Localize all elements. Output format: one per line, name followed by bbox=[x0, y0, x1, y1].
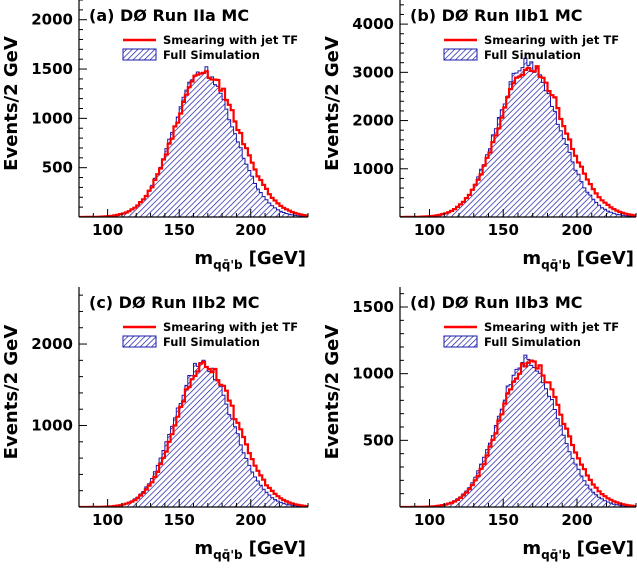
x-tick-label: 150 bbox=[488, 511, 519, 529]
x-tick-label: 200 bbox=[561, 221, 592, 239]
smearing-histogram-line bbox=[400, 359, 636, 507]
y-tick-label: 1500 bbox=[31, 60, 73, 78]
full-simulation-histogram-fill bbox=[79, 66, 308, 217]
y-tick-label: 2000 bbox=[31, 11, 73, 29]
y-tick-label: 1000 bbox=[352, 160, 394, 178]
x-tick-label: 150 bbox=[164, 511, 195, 529]
x-tick-label: 200 bbox=[235, 221, 266, 239]
panel-d: 100 150 200 500 1000 1500 Events/2 GeV mqq̄'b [G… bbox=[322, 287, 637, 562]
x-axis-title: mqq̄'b [GeV] bbox=[194, 248, 306, 272]
x-axis-title: mqq̄'b [GeV] bbox=[522, 538, 634, 562]
legend-fullsim-label: Full Simulation bbox=[484, 48, 581, 62]
x-tick-label: 100 bbox=[414, 221, 445, 239]
legend-fullsim-swatch bbox=[122, 335, 157, 348]
legend-fullsim-swatch bbox=[122, 48, 157, 61]
panel-label: (b) DØ Run IIb1 MC bbox=[410, 6, 583, 25]
legend-fullsim-swatch bbox=[443, 48, 478, 61]
panel-label: (a) DØ Run IIa MC bbox=[89, 6, 249, 25]
y-tick-label: 1000 bbox=[31, 109, 73, 127]
y-tick-label: 4000 bbox=[352, 15, 394, 33]
y-tick-label: 2000 bbox=[352, 112, 394, 130]
y-tick-label: 1000 bbox=[352, 365, 394, 383]
x-tick-label: 200 bbox=[561, 511, 592, 529]
x-tick-label: 100 bbox=[414, 511, 445, 529]
legend-fullsim-label: Full Simulation bbox=[484, 335, 581, 349]
y-axis-title: Events/2 GeV bbox=[1, 325, 22, 460]
y-tick-label: 500 bbox=[42, 159, 73, 177]
full-simulation-histogram-fill bbox=[79, 360, 308, 507]
panel-label: (d) DØ Run IIb3 MC bbox=[410, 293, 583, 312]
x-tick-label: 200 bbox=[235, 511, 266, 529]
legend-smearing-label: Smearing with jet TF bbox=[484, 320, 619, 334]
panel-c: 100 150 200 1000 2000 Events/2 GeV mqq̄'b [GeV]… bbox=[1, 287, 309, 562]
panel-label: (c) DØ Run IIb2 MC bbox=[89, 293, 260, 312]
y-axis-title: Events/2 GeV bbox=[1, 36, 22, 171]
plot-area bbox=[79, 359, 308, 507]
panel-b: 100 150 200 1000 2000 3000 4000 Events/2 GeV mqq… bbox=[322, 0, 637, 272]
x-axis-title: mqq̄'b [GeV] bbox=[522, 248, 634, 272]
panel-a: 100 150 200 500 1000 1500 2000 Events/2 GeV mqq̄… bbox=[1, 0, 309, 272]
legend-smearing-label: Smearing with jet TF bbox=[163, 320, 298, 334]
legend-smearing-label: Smearing with jet TF bbox=[484, 33, 619, 47]
y-tick-label: 3000 bbox=[352, 63, 394, 81]
x-tick-label: 150 bbox=[488, 221, 519, 239]
legend-fullsim-label: Full Simulation bbox=[163, 48, 260, 62]
legend-smearing-label: Smearing with jet TF bbox=[163, 33, 298, 47]
x-axis-title: mqq̄'b [GeV] bbox=[194, 538, 306, 562]
legend-fullsim-swatch bbox=[443, 335, 478, 348]
full-simulation-histogram-fill bbox=[400, 58, 636, 217]
x-tick-label: 150 bbox=[164, 221, 195, 239]
legend-fullsim-label: Full Simulation bbox=[163, 335, 260, 349]
y-axis-title: Events/2 GeV bbox=[322, 36, 343, 171]
plot-area bbox=[400, 354, 636, 507]
y-tick-label: 2000 bbox=[31, 335, 73, 353]
y-tick-label: 1000 bbox=[31, 417, 73, 435]
plot-area bbox=[400, 57, 636, 217]
y-tick-label: 1500 bbox=[352, 298, 394, 316]
smearing-histogram-line bbox=[79, 360, 308, 507]
y-tick-label: 500 bbox=[363, 431, 394, 449]
x-tick-label: 100 bbox=[92, 511, 123, 529]
x-tick-label: 100 bbox=[92, 221, 123, 239]
plot-area bbox=[79, 66, 308, 217]
y-axis-title: Events/2 GeV bbox=[322, 325, 343, 460]
